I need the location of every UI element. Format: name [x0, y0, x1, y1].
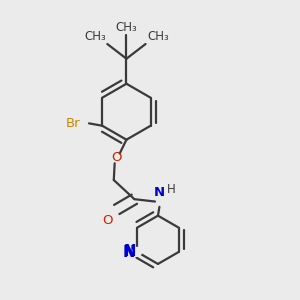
Text: O: O [102, 214, 112, 227]
Text: CH₃: CH₃ [147, 30, 169, 44]
Text: H: H [167, 183, 176, 196]
Text: Br: Br [65, 117, 80, 130]
Text: CH₃: CH₃ [116, 21, 137, 34]
Text: O: O [111, 152, 122, 164]
Text: CH₃: CH₃ [84, 30, 106, 44]
Text: N: N [122, 245, 135, 260]
Circle shape [133, 248, 142, 256]
Text: N: N [124, 244, 136, 260]
Text: N: N [154, 186, 165, 199]
